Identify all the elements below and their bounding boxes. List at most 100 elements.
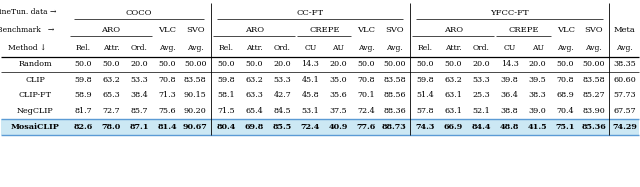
Text: 50.0: 50.0 — [245, 60, 263, 68]
Text: SVO: SVO — [385, 26, 404, 34]
Text: 85.36: 85.36 — [581, 123, 606, 131]
Text: 14.3: 14.3 — [301, 60, 319, 68]
Text: Ord.: Ord. — [274, 44, 291, 52]
Text: 70.4: 70.4 — [557, 107, 575, 115]
Text: 68.9: 68.9 — [557, 91, 575, 99]
Text: 90.15: 90.15 — [184, 91, 207, 99]
Text: CREPE: CREPE — [309, 26, 340, 34]
Text: 74.29: 74.29 — [612, 123, 637, 131]
Text: Avg.: Avg. — [187, 44, 204, 52]
Text: 25.3: 25.3 — [472, 91, 490, 99]
Text: 36.4: 36.4 — [500, 91, 518, 99]
Text: 80.4: 80.4 — [216, 123, 236, 131]
Text: 70.8: 70.8 — [358, 76, 375, 84]
Text: CLIP-FT: CLIP-FT — [19, 91, 51, 99]
Text: 41.5: 41.5 — [528, 123, 547, 131]
Text: 20.0: 20.0 — [273, 60, 291, 68]
Text: 57.8: 57.8 — [417, 107, 434, 115]
Text: 35.0: 35.0 — [330, 76, 347, 84]
Text: 50.0: 50.0 — [74, 60, 92, 68]
Text: 65.3: 65.3 — [102, 91, 120, 99]
Text: 53.3: 53.3 — [273, 76, 291, 84]
Text: 78.0: 78.0 — [102, 123, 121, 131]
Text: 53.1: 53.1 — [301, 107, 319, 115]
Text: 75.1: 75.1 — [556, 123, 575, 131]
Text: 50.00: 50.00 — [582, 60, 605, 68]
Text: AU: AU — [532, 44, 543, 52]
Text: SVO: SVO — [186, 26, 205, 34]
Text: 70.1: 70.1 — [358, 91, 375, 99]
Text: Attr.: Attr. — [246, 44, 262, 52]
Text: Rel.: Rel. — [418, 44, 433, 52]
Text: 50.0: 50.0 — [159, 60, 176, 68]
Text: 71.3: 71.3 — [158, 91, 176, 99]
Text: 88.56: 88.56 — [383, 91, 406, 99]
Text: 45.1: 45.1 — [301, 76, 319, 84]
Text: 57.73: 57.73 — [613, 91, 636, 99]
Text: CREPE: CREPE — [508, 26, 539, 34]
Text: 37.5: 37.5 — [330, 107, 347, 115]
Text: 83.58: 83.58 — [582, 76, 605, 84]
Text: 53.3: 53.3 — [472, 76, 490, 84]
Text: Rel.: Rel. — [219, 44, 234, 52]
Text: ARO: ARO — [244, 26, 264, 34]
Text: 42.7: 42.7 — [273, 91, 291, 99]
Text: Rel.: Rel. — [76, 44, 90, 52]
Text: YFCC-FT: YFCC-FT — [490, 9, 529, 17]
Text: 85.5: 85.5 — [273, 123, 292, 131]
Text: 20.0: 20.0 — [529, 60, 547, 68]
Text: 35.6: 35.6 — [330, 91, 348, 99]
Text: 81.4: 81.4 — [157, 123, 177, 131]
Text: 69.8: 69.8 — [244, 123, 264, 131]
Text: 38.8: 38.8 — [500, 107, 518, 115]
Text: 38.35: 38.35 — [613, 60, 636, 68]
Text: 59.8: 59.8 — [218, 76, 235, 84]
Text: 63.1: 63.1 — [444, 91, 462, 99]
Text: 20.0: 20.0 — [131, 60, 148, 68]
Text: 40.9: 40.9 — [329, 123, 348, 131]
Text: 63.3: 63.3 — [245, 91, 263, 99]
Text: SVO: SVO — [584, 26, 603, 34]
Text: ARO: ARO — [444, 26, 463, 34]
Text: 87.1: 87.1 — [129, 123, 149, 131]
Text: CU: CU — [504, 44, 516, 52]
Text: 39.5: 39.5 — [529, 76, 547, 84]
Text: 39.0: 39.0 — [529, 107, 547, 115]
Text: Avg.: Avg. — [386, 44, 403, 52]
Text: 50.0: 50.0 — [218, 60, 235, 68]
Text: 50.00: 50.00 — [184, 60, 207, 68]
Text: 66.9: 66.9 — [444, 123, 463, 131]
Text: Avg.: Avg. — [586, 44, 602, 52]
Text: Avg.: Avg. — [616, 44, 633, 52]
Text: 63.2: 63.2 — [102, 76, 120, 84]
Text: 20.0: 20.0 — [330, 60, 347, 68]
Text: 38.4: 38.4 — [131, 91, 148, 99]
Text: 74.3: 74.3 — [415, 123, 435, 131]
Text: 48.8: 48.8 — [500, 123, 519, 131]
Text: 51.4: 51.4 — [417, 91, 434, 99]
Text: 50.0: 50.0 — [557, 60, 574, 68]
Text: 65.4: 65.4 — [245, 107, 263, 115]
Text: Method ↓: Method ↓ — [8, 44, 46, 52]
Text: Benchmark   →: Benchmark → — [0, 26, 54, 34]
Text: 59.8: 59.8 — [74, 76, 92, 84]
Text: 72.4: 72.4 — [358, 107, 375, 115]
Text: 72.4: 72.4 — [301, 123, 320, 131]
Text: Avg.: Avg. — [358, 44, 375, 52]
Text: 58.1: 58.1 — [218, 91, 235, 99]
Text: 70.8: 70.8 — [557, 76, 574, 84]
Text: NegCLIP: NegCLIP — [17, 107, 53, 115]
Text: Attr.: Attr. — [445, 44, 461, 52]
Text: CU: CU — [304, 44, 316, 52]
Text: 52.1: 52.1 — [472, 107, 490, 115]
Text: Random: Random — [18, 60, 52, 68]
Text: 20.0: 20.0 — [472, 60, 490, 68]
Text: 85.27: 85.27 — [582, 91, 605, 99]
Text: COCO: COCO — [126, 9, 152, 17]
Text: 72.7: 72.7 — [102, 107, 120, 115]
Text: Ord.: Ord. — [131, 44, 148, 52]
Text: 60.60: 60.60 — [613, 76, 636, 84]
Text: 63.2: 63.2 — [444, 76, 462, 84]
Text: 84.4: 84.4 — [472, 123, 491, 131]
Text: ARO: ARO — [102, 26, 121, 34]
